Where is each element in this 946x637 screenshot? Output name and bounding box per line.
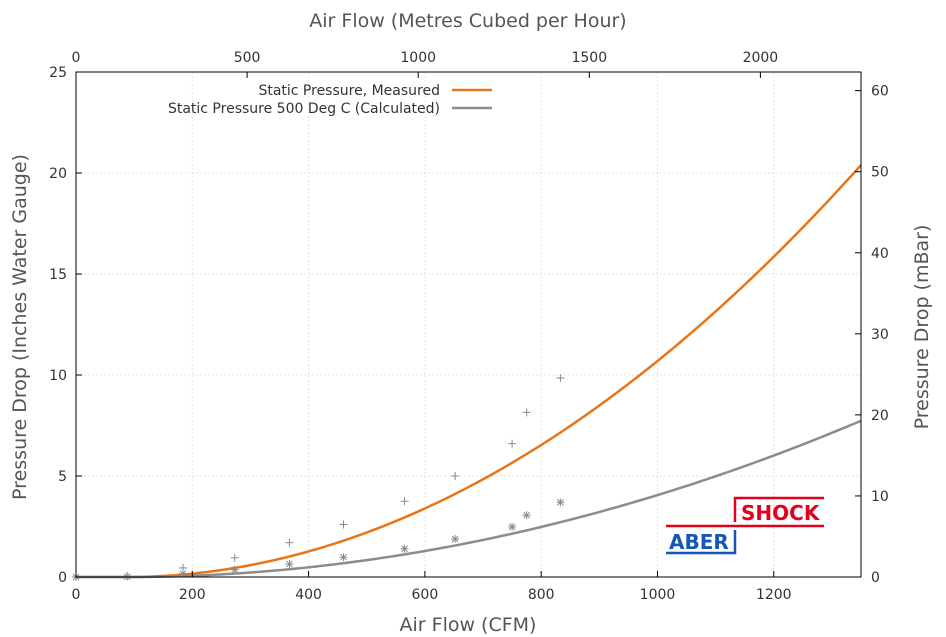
logo-aber-text: ABER [669, 530, 729, 554]
y2-tick-label: 50 [871, 165, 889, 181]
logo-red-bracket [733, 496, 824, 522]
data-point-series-1 [400, 544, 409, 553]
data-point-series-1 [178, 569, 187, 578]
y2-tick-label: 40 [871, 246, 889, 262]
data-point-series-0 [451, 472, 460, 480]
y-tick-label: 25 [49, 65, 67, 81]
marker-star-d2 [179, 570, 187, 577]
y2-tick-label: 10 [871, 489, 889, 505]
data-point-series-1 [522, 511, 531, 520]
y2-tick-label: 20 [871, 408, 889, 424]
data-point-series-0 [508, 439, 517, 448]
y2-tick-label: 30 [871, 327, 889, 343]
data-point-series-0 [230, 553, 239, 562]
x-tick-label: 200 [179, 587, 206, 603]
marker-star-d2 [508, 523, 516, 531]
x-tick-label: 400 [295, 587, 322, 603]
x2-tick-label: 1500 [571, 50, 607, 66]
data-point-series-0 [400, 497, 409, 506]
x2-tick-label: 2000 [743, 50, 779, 66]
x-tick-label: 800 [528, 587, 555, 603]
marker-star-d2 [286, 560, 293, 568]
data-points [72, 374, 565, 581]
legend-label-measured: Static Pressure, Measured [258, 83, 440, 99]
aber-shock-logo: SHOCK ABER [666, 496, 824, 555]
logo-shock-text: SHOCK [741, 501, 821, 525]
y-tick-label: 0 [58, 570, 67, 586]
data-point-series-1 [556, 498, 565, 507]
data-point-series-0 [556, 374, 565, 383]
x2-tick-label: 500 [234, 50, 261, 66]
y-axis-title: Pressure Drop (Inches Water Gauge) [9, 154, 31, 500]
y2-tick-label: 60 [871, 84, 889, 100]
legend-label-calculated: Static Pressure 500 Deg C (Calculated) [168, 101, 440, 117]
marker-star-d2 [401, 545, 408, 553]
legend: Static Pressure, Measured Static Pressur… [168, 83, 492, 117]
data-point-series-1 [451, 535, 460, 544]
x-tick-label: 600 [412, 587, 439, 603]
x2-tick-label: 0 [72, 50, 81, 66]
marker-star-d2 [523, 511, 531, 519]
data-point-series-1 [230, 565, 239, 574]
x-tick-label: 1000 [640, 587, 676, 603]
y2-tick-label: 0 [871, 570, 880, 586]
marker-star-d2 [231, 566, 239, 574]
y-tick-label: 15 [49, 267, 67, 283]
fit-curve-series-0 [76, 164, 862, 579]
x2-axis-title: Air Flow (Metres Cubed per Hour) [309, 10, 626, 32]
x2-tick-label: 1000 [400, 50, 436, 66]
fit-curves [76, 164, 862, 579]
data-point-series-1 [339, 553, 348, 562]
data-point-series-1 [508, 522, 517, 531]
marker-star-d2 [340, 553, 347, 561]
data-point-series-0 [339, 520, 348, 529]
x-axis-title: Air Flow (CFM) [400, 614, 537, 636]
marker-star-d2 [557, 498, 564, 506]
plot-frame [75, 71, 862, 578]
x-tick-label: 0 [72, 587, 81, 603]
data-point-series-1 [285, 560, 294, 569]
x-tick-label: 1200 [756, 587, 792, 603]
data-point-series-0 [522, 408, 531, 417]
marker-star-d2 [451, 535, 459, 543]
y-tick-label: 10 [49, 368, 67, 384]
y-tick-label: 20 [49, 166, 67, 182]
y-tick-label: 5 [58, 469, 67, 485]
data-point-series-0 [285, 538, 294, 547]
y2-axis-title: Pressure Drop (mBar) [911, 225, 933, 430]
logo-blue-bracket [666, 530, 737, 555]
fit-curve-series-1 [76, 419, 862, 579]
